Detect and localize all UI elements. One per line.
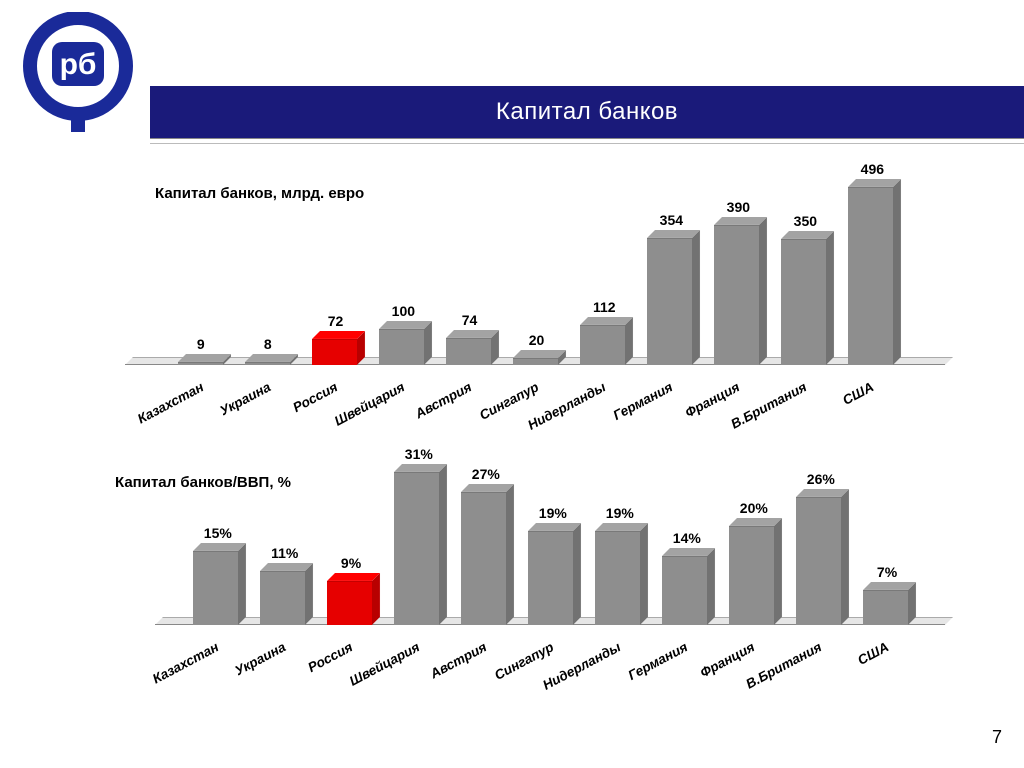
bank-capital-gdp-chart: 15%Казахстан 11%Украина 9%Россия 31%Швейцар… bbox=[155, 460, 945, 625]
chart2-value-7: 14% bbox=[673, 530, 701, 546]
chart1-bar-3: 100Швейцария bbox=[379, 329, 424, 365]
chart2-value-3: 31% bbox=[405, 446, 433, 462]
chart2-bar-5: 19%Сингапур bbox=[528, 531, 573, 625]
chart1-value-5: 20 bbox=[529, 332, 545, 348]
chart2-category-9: В.Британия bbox=[743, 639, 824, 691]
chart2-value-2: 9% bbox=[341, 555, 361, 571]
chart1-bar-6: 112Нидерланды bbox=[580, 325, 625, 365]
chart1-category-7: Германия bbox=[611, 379, 675, 423]
chart2-value-0: 15% bbox=[204, 525, 232, 541]
chart2-bar-9: 26%В.Британия bbox=[796, 497, 841, 625]
page-number: 7 bbox=[992, 727, 1002, 748]
chart1-category-3: Швейцария bbox=[332, 379, 407, 429]
chart2-bar-6: 19%Нидерланды bbox=[595, 531, 640, 625]
chart1-category-4: Австрия bbox=[413, 379, 474, 421]
chart2-category-8: Франция bbox=[698, 639, 757, 680]
slide-title-bar: Капитал банков bbox=[150, 86, 1024, 138]
chart2-value-9: 26% bbox=[807, 471, 835, 487]
chart2-bar-2: 9%Россия bbox=[327, 581, 372, 625]
chart2-bar-10: 7%США bbox=[863, 590, 908, 625]
chart1-value-3: 100 bbox=[392, 303, 415, 319]
chart1-value-6: 112 bbox=[593, 299, 616, 315]
chart2-category-7: Германия bbox=[626, 639, 690, 683]
chart2-category-2: Россия bbox=[305, 639, 355, 675]
chart1-value-1: 8 bbox=[264, 336, 272, 352]
chart2-bar-7: 14%Германия bbox=[662, 556, 707, 625]
chart2-bar-3: 31%Швейцария bbox=[394, 472, 439, 625]
chart1-bar-8: 390Франция bbox=[714, 225, 759, 365]
chart1-bar-1: 8Украина bbox=[245, 362, 290, 365]
chart1-category-10: США bbox=[840, 379, 876, 408]
chart1-value-2: 72 bbox=[328, 313, 344, 329]
chart2-bar-1: 11%Украина bbox=[260, 571, 305, 625]
chart1-category-0: Казахстан bbox=[135, 379, 206, 426]
chart2-category-10: США bbox=[855, 639, 891, 668]
chart2-bar-8: 20%Франция bbox=[729, 526, 774, 625]
chart2-bar-4: 27%Австрия bbox=[461, 492, 506, 625]
company-logo: рб bbox=[18, 12, 138, 132]
chart1-value-10: 496 bbox=[861, 161, 884, 177]
chart1-category-2: Россия bbox=[290, 379, 340, 415]
chart1-value-0: 9 bbox=[197, 336, 205, 352]
chart2-category-4: Австрия bbox=[428, 639, 489, 681]
chart2-value-8: 20% bbox=[740, 500, 768, 516]
chart1-category-9: В.Британия bbox=[728, 379, 809, 431]
chart1-value-7: 354 bbox=[660, 212, 683, 228]
chart1-value-4: 74 bbox=[462, 312, 478, 328]
chart2-value-1: 11% bbox=[271, 545, 298, 561]
chart1-bar-4: 74Австрия bbox=[446, 338, 491, 365]
chart1-bar-0: 9Казахстан bbox=[178, 362, 223, 365]
chart1-value-8: 390 bbox=[727, 199, 750, 215]
chart2-value-10: 7% bbox=[877, 564, 897, 580]
chart1-category-8: Франция bbox=[683, 379, 742, 420]
chart1-category-1: Украина bbox=[217, 379, 273, 418]
chart2-category-0: Казахстан bbox=[150, 639, 221, 686]
slide-title: Капитал банков bbox=[496, 98, 678, 126]
chart2-category-3: Швейцария bbox=[347, 639, 422, 689]
title-underline bbox=[150, 138, 1024, 144]
chart1-bar-7: 354Германия bbox=[647, 238, 692, 365]
svg-text:рб: рб bbox=[60, 48, 97, 81]
chart2-bar-0: 15%Казахстан bbox=[193, 551, 238, 625]
chart2-value-6: 19% bbox=[606, 505, 634, 521]
chart1-bar-2: 72Россия bbox=[312, 339, 357, 365]
chart1-bar-5: 20Сингапур bbox=[513, 358, 558, 365]
bank-capital-chart: 9Казахстан 8Украина 72Россия 100Швейцария 74… bbox=[125, 175, 945, 365]
chart1-bar-9: 350В.Британия bbox=[781, 239, 826, 365]
chart1-value-9: 350 bbox=[794, 213, 817, 229]
chart2-value-5: 19% bbox=[539, 505, 567, 521]
chart1-bar-10: 496США bbox=[848, 187, 893, 365]
chart2-category-1: Украина bbox=[232, 639, 288, 678]
chart2-value-4: 27% bbox=[472, 466, 500, 482]
